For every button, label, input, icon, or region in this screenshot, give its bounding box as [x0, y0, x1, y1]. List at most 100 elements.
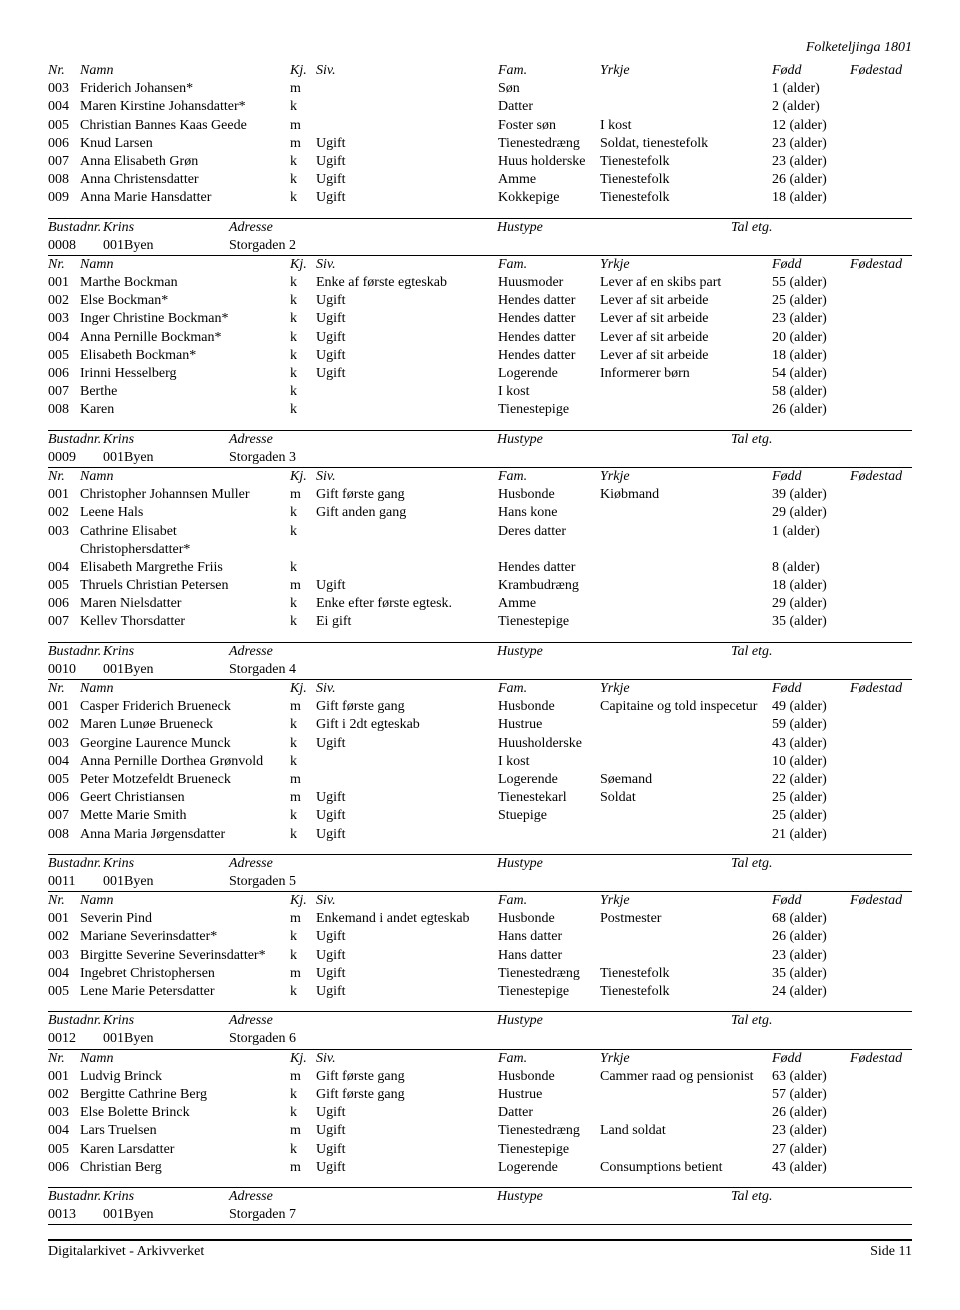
cell-fode: [850, 1122, 912, 1140]
cell-siv: Enke efter første egtesk.: [316, 595, 498, 613]
cell-kj: k: [290, 153, 316, 171]
cell-fam: Amme: [498, 171, 600, 189]
cell-fam: Datter: [498, 98, 600, 116]
cell-nr: 004: [48, 559, 80, 577]
bustad-krins: 001Byen: [103, 449, 229, 468]
cell-namn: Georgine Laurence Munck: [80, 735, 290, 753]
cell-siv: Ugift: [316, 329, 498, 347]
cell-fam: Hendes datter: [498, 292, 600, 310]
cell-siv: Ugift: [316, 1159, 498, 1177]
cell-siv: Ugift: [316, 965, 498, 983]
cell-namn: Ludvig Brinck: [80, 1068, 290, 1086]
cell-yrkje: Soldat, tienestefolk: [600, 135, 772, 153]
cell-namn: Irinni Hesselberg: [80, 365, 290, 383]
col-fam: Fam.: [498, 680, 600, 698]
cell-fodd: 43 (alder): [772, 735, 850, 753]
cell-kj: k: [290, 983, 316, 1001]
cell-nr: 004: [48, 329, 80, 347]
col-fodd: Fødd: [772, 256, 850, 274]
table-row: 007Mette Marie SmithkUgiftStuepige25 (al…: [48, 807, 912, 825]
cell-kj: k: [290, 716, 316, 734]
col-fode: Fødestad: [850, 468, 912, 486]
cell-fodd: 18 (alder): [772, 347, 850, 365]
cell-siv: Ugift: [316, 1141, 498, 1159]
cell-fode: [850, 1104, 912, 1122]
cell-fode: [850, 753, 912, 771]
table-row: 008Anna ChristensdatterkUgiftAmmeTienest…: [48, 171, 912, 189]
col-kj: Kj.: [290, 1050, 316, 1068]
cell-fodd: 8 (alder): [772, 559, 850, 577]
cell-namn: Christian Bannes Kaas Geede: [80, 117, 290, 135]
cell-kj: k: [290, 735, 316, 753]
cell-siv: Gift anden gang: [316, 504, 498, 522]
bustad-adresse: Storgaden 4: [229, 661, 497, 680]
cell-siv: Ugift: [316, 292, 498, 310]
cell-namn: Peter Motzefeldt Brueneck: [80, 771, 290, 789]
cell-yrkje: [600, 595, 772, 613]
table-row: 002Else Bockman*kUgiftHendes datterLever…: [48, 292, 912, 310]
cell-namn: Lars Truelsen: [80, 1122, 290, 1140]
cell-siv: Enke af første egteskab: [316, 274, 498, 292]
cell-fodd: 39 (alder): [772, 486, 850, 504]
cell-siv: Ugift: [316, 135, 498, 153]
col-fam: Fam.: [498, 1050, 600, 1068]
cell-nr: 005: [48, 1141, 80, 1159]
cell-fodd: 25 (alder): [772, 789, 850, 807]
col-hustype: Hustype: [497, 854, 731, 873]
cell-kj: k: [290, 1104, 316, 1122]
cell-kj: m: [290, 577, 316, 595]
cell-fam: Søn: [498, 80, 600, 98]
col-taletg: Tal etg.: [731, 854, 912, 873]
cell-fam: Tienestepige: [498, 1141, 600, 1159]
cell-fodd: 21 (alder): [772, 826, 850, 844]
cell-fam: Stuepige: [498, 807, 600, 825]
cell-siv: Ugift: [316, 983, 498, 1001]
cell-namn: Karen Larsdatter: [80, 1141, 290, 1159]
col-taletg: Tal etg.: [731, 1187, 912, 1206]
cell-yrkje: [600, 523, 772, 559]
col-nr: Nr.: [48, 892, 80, 910]
people-header-row: Nr. Namn Kj. Siv. Fam. Yrkje Fødd Fødest…: [48, 62, 912, 80]
cell-siv: [316, 383, 498, 401]
table-row: 001Marthe BockmankEnke af første egteska…: [48, 274, 912, 292]
cell-nr: 004: [48, 1122, 80, 1140]
cell-fam: Tienestedræng: [498, 965, 600, 983]
cell-kj: k: [290, 947, 316, 965]
cell-yrkje: [600, 807, 772, 825]
cell-namn: Anna Pernille Bockman*: [80, 329, 290, 347]
col-krins: Krins: [103, 218, 229, 237]
cell-yrkje: [600, 928, 772, 946]
cell-fam: Hustrue: [498, 1086, 600, 1104]
cell-nr: 001: [48, 910, 80, 928]
cell-siv: Ugift: [316, 189, 498, 207]
cell-namn: Elisabeth Margrethe Friis: [80, 559, 290, 577]
cell-fode: [850, 947, 912, 965]
table-row: 006Maren NielsdatterkEnke efter første e…: [48, 595, 912, 613]
col-siv: Siv.: [316, 468, 498, 486]
cell-fode: [850, 807, 912, 825]
cell-fode: [850, 928, 912, 946]
cell-kj: k: [290, 171, 316, 189]
cell-fodd: 23 (alder): [772, 310, 850, 328]
people-header-row: Nr.NamnKj.Siv.Fam.YrkjeFøddFødestad: [48, 680, 912, 698]
cell-fodd: 27 (alder): [772, 1141, 850, 1159]
people-table: Nr.NamnKj.Siv.Fam.YrkjeFøddFødestad001Ma…: [48, 256, 912, 420]
cell-fam: Hendes datter: [498, 329, 600, 347]
cell-kj: m: [290, 1159, 316, 1177]
col-namn: Namn: [80, 468, 290, 486]
cell-yrkje: I kost: [600, 117, 772, 135]
cell-namn: Karen: [80, 401, 290, 419]
table-row: 002Bergitte Cathrine BergkGift første ga…: [48, 1086, 912, 1104]
bustad-table: Bustadnr.KrinsAdresseHustypeTal etg.0009…: [48, 430, 912, 468]
cell-nr: 008: [48, 401, 80, 419]
cell-yrkje: [600, 401, 772, 419]
cell-nr: 004: [48, 753, 80, 771]
col-namn: Namn: [80, 1050, 290, 1068]
cell-nr: 009: [48, 189, 80, 207]
cell-yrkje: [600, 504, 772, 522]
cell-fodd: 26 (alder): [772, 401, 850, 419]
cell-yrkje: [600, 577, 772, 595]
cell-namn: Severin Pind: [80, 910, 290, 928]
cell-fam: Tienestedræng: [498, 135, 600, 153]
cell-namn: Anna Maria Jørgensdatter: [80, 826, 290, 844]
